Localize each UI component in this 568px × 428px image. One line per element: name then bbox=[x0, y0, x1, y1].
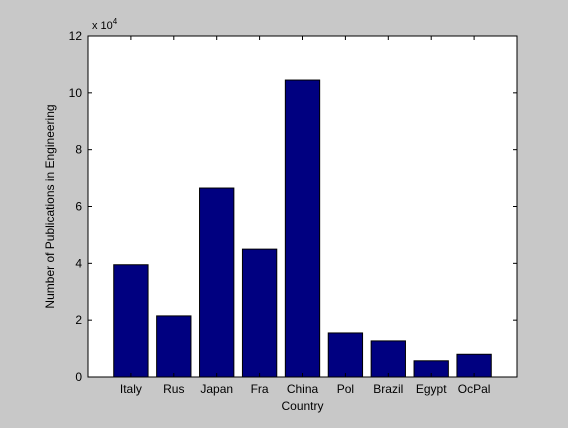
y-tick-label: 2 bbox=[75, 313, 82, 327]
bars-layer bbox=[113, 79, 492, 378]
exponent-label: x 104 bbox=[92, 17, 118, 32]
x-tick-label: Japan bbox=[200, 382, 233, 396]
x-tick-label: Brazil bbox=[373, 382, 403, 396]
bar-japan bbox=[199, 187, 235, 378]
y-tick-label: 4 bbox=[75, 256, 82, 270]
bar-italy bbox=[113, 264, 149, 378]
x-tick-label: OcPal bbox=[458, 382, 491, 396]
bar-fra bbox=[241, 248, 278, 378]
bar-pol bbox=[327, 332, 364, 378]
x-tick-label: Pol bbox=[337, 382, 354, 396]
x-axis-label: Country bbox=[281, 399, 323, 413]
x-tick-label: Egypt bbox=[416, 382, 447, 396]
x-tick-label: China bbox=[287, 382, 319, 396]
y-tick-label: 6 bbox=[75, 200, 82, 214]
bar-rus bbox=[156, 315, 192, 378]
x-tick-label: Rus bbox=[163, 382, 184, 396]
y-axis-label: Number of Publications in Engineering bbox=[43, 104, 57, 308]
x-tick-label: Italy bbox=[120, 382, 142, 396]
y-tick-label: 8 bbox=[75, 143, 82, 157]
y-tick-label: 0 bbox=[75, 370, 82, 384]
exponent-label-base: x 10 bbox=[92, 20, 113, 32]
y-tick-label: 12 bbox=[69, 29, 83, 43]
ticks-layer: Italy Rus Japan Fra China Pol Brazil Egypt OcPal… bbox=[69, 29, 517, 396]
exponent-label-power: 4 bbox=[113, 17, 118, 26]
y-tick-label: 10 bbox=[69, 86, 83, 100]
x-tick-label: Fra bbox=[251, 382, 269, 396]
bar-china bbox=[284, 79, 321, 378]
bar-brazil bbox=[370, 340, 406, 378]
